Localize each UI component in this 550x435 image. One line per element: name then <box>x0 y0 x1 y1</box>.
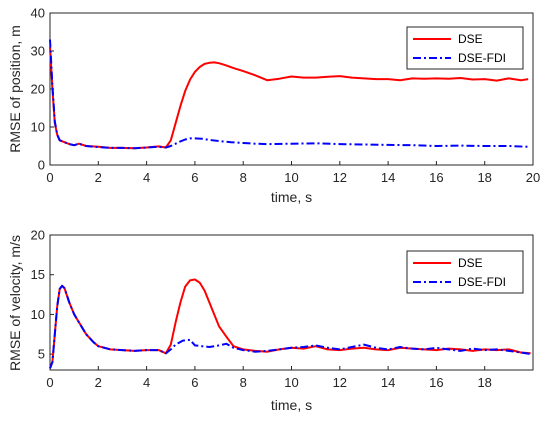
y-tick-label: 10 <box>31 307 45 322</box>
y-tick-label: 10 <box>31 120 45 135</box>
y-tick-label: 30 <box>31 44 45 59</box>
x-axis-ticks: 0 2 4 6 8 10 12 14 16 18 20 <box>46 161 540 185</box>
y-axis-ticks: 0 10 20 30 40 <box>31 6 54 173</box>
velocity-rmse-chart: 0 2 4 6 8 10 12 14 16 18 5 10 15 20 time, s RMSE of … <box>7 228 534 413</box>
x-tick-label: 10 <box>284 170 298 185</box>
x-tick-label: 18 <box>477 170 491 185</box>
legend-box <box>406 26 524 70</box>
y-tick-label: 15 <box>31 267 45 282</box>
x-tick-label: 16 <box>429 375 443 390</box>
x-axis-label: time, s <box>271 397 312 413</box>
series-lines <box>49 278 531 369</box>
y-tick-label: 0 <box>38 158 45 173</box>
y-axis-ticks: 5 10 15 20 <box>31 228 54 362</box>
x-tick-label: 0 <box>46 170 53 185</box>
legend-label-dse: DSE <box>458 256 483 270</box>
x-tick-label: 4 <box>143 375 150 390</box>
y-tick-label: 20 <box>31 82 45 97</box>
x-tick-label: 6 <box>191 170 198 185</box>
x-tick-label: 14 <box>381 170 395 185</box>
legend: DSE DSE-FDI <box>406 26 524 70</box>
y-tick-label: 40 <box>31 6 45 21</box>
legend-label-dse-fdi: DSE-FDI <box>458 51 506 65</box>
x-tick-label: 10 <box>284 375 298 390</box>
x-axis-ticks: 0 2 4 6 8 10 12 14 16 18 <box>46 366 492 390</box>
legend-label-dse-fdi: DSE-FDI <box>458 275 506 289</box>
x-tick-label: 8 <box>240 375 247 390</box>
x-tick-label: 0 <box>46 375 53 390</box>
series-lines <box>49 39 529 150</box>
x-tick-label: 14 <box>381 375 395 390</box>
y-axis-label: RMSE of position, m <box>7 25 23 153</box>
x-tick-label: 2 <box>95 375 102 390</box>
legend-box <box>406 250 524 294</box>
x-tick-label: 12 <box>333 170 347 185</box>
x-tick-label: 16 <box>429 170 443 185</box>
x-tick-label: 8 <box>240 170 247 185</box>
y-axis-label: RMSE of velocity, m/s <box>7 235 23 371</box>
y-tick-label: 20 <box>31 228 45 243</box>
x-tick-label: 20 <box>526 170 540 185</box>
x-tick-label: 18 <box>477 375 491 390</box>
legend: DSE DSE-FDI <box>406 250 524 294</box>
x-axis-label: time, s <box>271 189 312 205</box>
series-line-dse-fdi <box>49 39 529 150</box>
legend-label-dse: DSE <box>458 32 483 46</box>
position-rmse-chart: 0 2 4 6 8 10 12 14 16 18 20 0 10 20 30 40 time, s RMSE… <box>7 6 540 206</box>
x-tick-label: 4 <box>143 170 150 185</box>
series-line-dse-fdi <box>49 284 531 369</box>
y-tick-label: 5 <box>38 347 45 362</box>
x-tick-label: 2 <box>95 170 102 185</box>
x-tick-label: 12 <box>333 375 347 390</box>
x-tick-label: 6 <box>191 375 198 390</box>
